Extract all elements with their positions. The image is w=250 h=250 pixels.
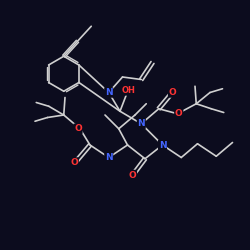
Text: N: N xyxy=(159,140,166,149)
Text: O: O xyxy=(175,109,182,118)
Text: O: O xyxy=(74,124,82,133)
Text: O: O xyxy=(128,170,136,179)
Text: OH: OH xyxy=(122,86,136,95)
Text: O: O xyxy=(70,158,78,167)
Text: N: N xyxy=(105,88,112,97)
Text: N: N xyxy=(105,153,112,162)
Text: N: N xyxy=(138,119,145,128)
Text: O: O xyxy=(168,88,176,97)
